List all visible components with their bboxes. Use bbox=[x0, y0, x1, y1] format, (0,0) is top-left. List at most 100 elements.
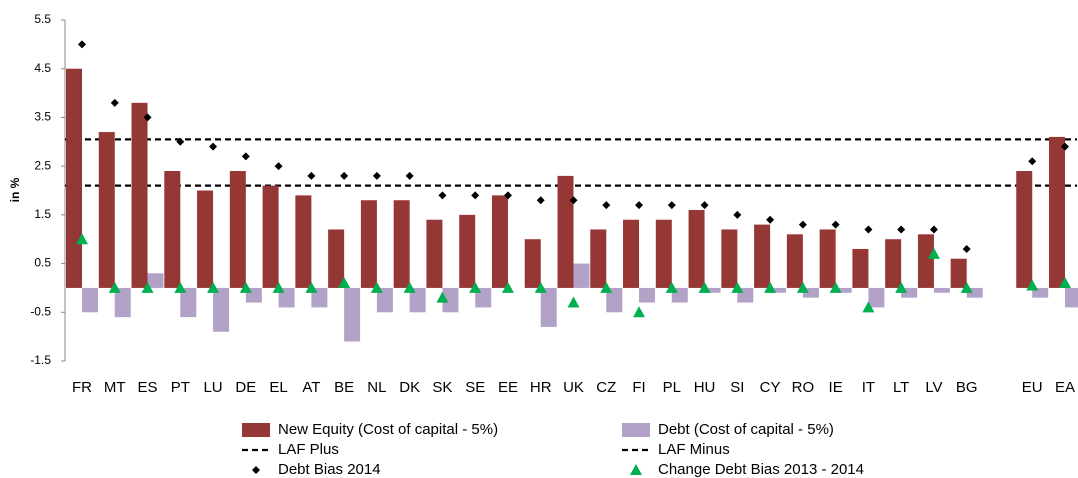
x-tick-label: NL bbox=[367, 379, 386, 396]
x-tick-label: EE bbox=[498, 379, 518, 396]
legend-label: New Equity (Cost of capital - 5%) bbox=[278, 421, 498, 438]
bar bbox=[213, 287, 230, 332]
x-tick-label: SI bbox=[730, 379, 744, 396]
bar bbox=[786, 234, 803, 288]
bar bbox=[770, 287, 787, 293]
bar bbox=[442, 287, 459, 313]
bar bbox=[295, 195, 312, 288]
point bbox=[338, 277, 351, 289]
point bbox=[110, 98, 119, 107]
point bbox=[143, 113, 152, 122]
x-tick-label: MT bbox=[104, 379, 126, 396]
bar bbox=[590, 229, 607, 288]
x-tick-label: DE bbox=[235, 379, 256, 396]
point bbox=[733, 210, 742, 219]
point bbox=[209, 142, 218, 151]
bar bbox=[933, 287, 950, 293]
legend-swatch bbox=[630, 464, 642, 475]
bar bbox=[917, 234, 934, 288]
y-tick-label: 1.5 bbox=[34, 207, 51, 221]
bar bbox=[802, 287, 819, 298]
bar bbox=[1065, 287, 1078, 308]
x-tick-label: BG bbox=[956, 379, 978, 396]
bar bbox=[459, 214, 476, 288]
x-tick-label: FI bbox=[632, 379, 645, 396]
x-tick-label: CZ bbox=[596, 379, 616, 396]
x-tick-label: PL bbox=[663, 379, 681, 396]
x-tick-label: FR bbox=[72, 379, 92, 396]
bar bbox=[704, 287, 721, 293]
point bbox=[698, 281, 711, 293]
bar bbox=[344, 287, 361, 342]
x-tick-label: HR bbox=[530, 379, 552, 396]
point bbox=[929, 225, 938, 234]
point bbox=[536, 196, 545, 205]
point bbox=[438, 191, 447, 200]
point bbox=[600, 281, 613, 293]
bar bbox=[573, 263, 590, 288]
point bbox=[766, 215, 775, 224]
bar bbox=[114, 287, 131, 318]
legend-label: Debt (Cost of capital - 5%) bbox=[658, 421, 834, 438]
point bbox=[403, 281, 416, 293]
point bbox=[307, 171, 316, 180]
x-tick-label: IT bbox=[862, 379, 875, 396]
x-tick-label: HU bbox=[694, 379, 716, 396]
legend-label: LAF Plus bbox=[278, 441, 339, 458]
point bbox=[1061, 142, 1069, 151]
point bbox=[372, 171, 381, 180]
point bbox=[700, 201, 709, 210]
point bbox=[108, 281, 121, 293]
x-tick-label: RO bbox=[792, 379, 815, 396]
point bbox=[141, 281, 154, 293]
bar bbox=[164, 171, 181, 288]
point bbox=[731, 281, 744, 293]
bar bbox=[393, 200, 410, 288]
bar bbox=[409, 287, 426, 313]
point bbox=[78, 40, 86, 49]
bar bbox=[426, 219, 443, 288]
bar bbox=[1016, 171, 1033, 288]
point bbox=[897, 225, 906, 234]
bar bbox=[98, 132, 115, 288]
legend-label: Debt Bias 2014 bbox=[278, 461, 381, 478]
point bbox=[534, 281, 547, 293]
y-tick-label: 4.5 bbox=[34, 61, 51, 75]
point bbox=[207, 281, 220, 293]
point bbox=[436, 291, 449, 303]
bar bbox=[197, 190, 214, 288]
bar bbox=[721, 229, 738, 288]
bar bbox=[966, 287, 983, 298]
point bbox=[862, 301, 875, 313]
bar bbox=[868, 287, 885, 308]
bar bbox=[131, 102, 148, 288]
bar bbox=[229, 171, 246, 288]
bar bbox=[606, 287, 623, 313]
x-tick-label: EA bbox=[1055, 379, 1075, 396]
bar bbox=[82, 287, 98, 313]
y-tick-label: 2.5 bbox=[34, 158, 51, 172]
bar bbox=[376, 287, 393, 313]
point bbox=[633, 306, 646, 318]
point bbox=[241, 152, 250, 161]
x-tick-label: EU bbox=[1022, 379, 1043, 396]
point bbox=[1026, 279, 1039, 291]
point bbox=[1059, 277, 1071, 289]
point bbox=[370, 281, 383, 293]
x-tick-label: LT bbox=[893, 379, 909, 396]
y-tick-label: 0.5 bbox=[34, 256, 51, 270]
bar bbox=[885, 239, 902, 288]
y-tick-label: -1.5 bbox=[30, 353, 51, 367]
point bbox=[76, 233, 88, 245]
point bbox=[895, 281, 908, 293]
bar bbox=[557, 175, 574, 288]
point bbox=[798, 220, 807, 229]
point bbox=[174, 281, 187, 293]
x-tick-label: CY bbox=[760, 379, 781, 396]
y-tick-label: 5.5 bbox=[34, 12, 51, 26]
point bbox=[927, 247, 940, 259]
bar bbox=[639, 287, 656, 303]
bar bbox=[835, 287, 852, 293]
x-tick-label: LV bbox=[925, 379, 942, 396]
point bbox=[501, 281, 514, 293]
